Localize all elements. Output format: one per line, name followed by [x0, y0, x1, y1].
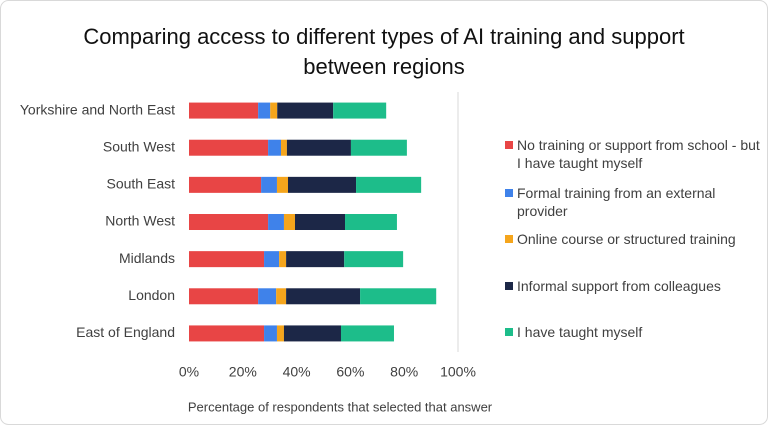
- y-tick-label: North West: [105, 213, 175, 229]
- bar-segment: [286, 251, 345, 268]
- y-tick-label: Yorkshire and North East: [20, 101, 175, 117]
- x-tick-label: 80%: [390, 364, 418, 380]
- legend-swatch: [505, 235, 513, 243]
- y-tick-label: East of England: [76, 324, 175, 340]
- bar-segment: [264, 251, 280, 268]
- bar-segment: [276, 288, 287, 305]
- bar-segment: [286, 288, 361, 305]
- bar-segment: [189, 214, 269, 230]
- bar-segment: [264, 325, 277, 342]
- chart-title: Comparing access to different types of A…: [83, 24, 685, 79]
- legend-label: Formal training from an external provide…: [517, 185, 716, 219]
- bar-segment: [189, 325, 265, 342]
- bar-segment: [360, 288, 437, 305]
- y-tick-label: Midlands: [119, 250, 175, 266]
- x-axis-title: Percentage of respondents that selected …: [188, 399, 493, 414]
- bar-segment: [268, 214, 284, 230]
- bar-segment: [276, 176, 288, 193]
- bar-segment: [286, 139, 351, 156]
- bar-segment: [345, 214, 397, 230]
- legend-swatch: [505, 189, 513, 197]
- bar-segment: [283, 214, 295, 230]
- bar-segment: [333, 102, 387, 119]
- bar-segment: [356, 176, 422, 193]
- legend-swatch: [505, 141, 513, 149]
- bar-segment: [276, 325, 284, 342]
- bar-segment: [344, 251, 404, 268]
- bar-segment: [279, 251, 287, 268]
- bar-segment: [350, 139, 407, 156]
- legend-label: Informal support from colleagues: [517, 278, 721, 294]
- bar-segment: [287, 176, 357, 193]
- bar-segment: [270, 102, 278, 119]
- y-tick-label: South East: [107, 176, 176, 192]
- bar-segment: [189, 102, 259, 119]
- legend-label: I have taught myself: [517, 324, 643, 340]
- x-tick-label: 20%: [229, 364, 257, 380]
- bar-segment: [189, 139, 269, 156]
- bar-segment: [261, 176, 277, 193]
- bar-segment: [189, 251, 265, 268]
- bar-segment: [283, 325, 341, 342]
- bar-segment: [294, 214, 346, 230]
- x-tick-label: 60%: [336, 364, 364, 380]
- legend-swatch: [505, 328, 513, 336]
- bar-segment: [258, 288, 277, 305]
- bar-segment: [258, 102, 271, 119]
- x-tick-label: 100%: [440, 364, 476, 380]
- bar-segment: [189, 176, 262, 193]
- legend-label: Online course or structured training: [517, 231, 736, 247]
- x-tick-label: 0%: [179, 364, 199, 380]
- bar-segment: [189, 288, 259, 305]
- y-tick-label: South West: [103, 138, 175, 154]
- legend-swatch: [505, 282, 513, 290]
- y-tick-label: London: [128, 287, 175, 303]
- x-tick-label: 40%: [283, 364, 311, 380]
- bar-segment: [268, 139, 281, 156]
- bar-segment: [340, 325, 394, 342]
- bar-segment: [277, 102, 334, 119]
- bar-segment: [280, 139, 287, 156]
- legend-label: No training or support from school - but…: [517, 137, 760, 171]
